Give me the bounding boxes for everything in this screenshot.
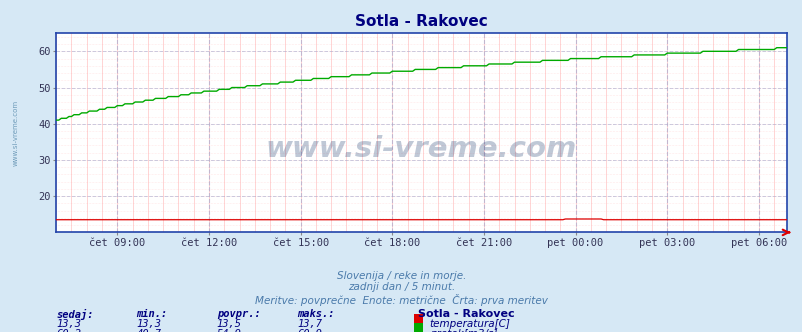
Text: Sotla - Rakovec: Sotla - Rakovec xyxy=(417,309,513,319)
Text: 13,7: 13,7 xyxy=(297,319,322,329)
Text: povpr.:: povpr.: xyxy=(217,309,260,319)
Text: 13,3: 13,3 xyxy=(136,319,161,329)
Text: maks.:: maks.: xyxy=(297,309,334,319)
Text: zadnji dan / 5 minut.: zadnji dan / 5 minut. xyxy=(347,282,455,292)
Text: temperatura[C]: temperatura[C] xyxy=(429,319,510,329)
Text: 60,9: 60,9 xyxy=(297,329,322,332)
Text: 40,7: 40,7 xyxy=(136,329,161,332)
Text: Meritve: povprečne  Enote: metrične  Črta: prva meritev: Meritve: povprečne Enote: metrične Črta:… xyxy=(255,294,547,306)
Title: Sotla - Rakovec: Sotla - Rakovec xyxy=(354,14,488,29)
Text: 54,9: 54,9 xyxy=(217,329,241,332)
Text: Slovenija / reke in morje.: Slovenija / reke in morje. xyxy=(336,271,466,281)
Text: sedaj:: sedaj: xyxy=(56,309,94,320)
Text: 13,5: 13,5 xyxy=(217,319,241,329)
Text: 13,3: 13,3 xyxy=(56,319,81,329)
Text: 60,2: 60,2 xyxy=(56,329,81,332)
Text: pretok[m3/s]: pretok[m3/s] xyxy=(429,329,496,332)
Text: www.si-vreme.com: www.si-vreme.com xyxy=(265,135,577,163)
Text: www.si-vreme.com: www.si-vreme.com xyxy=(13,100,19,166)
Text: min.:: min.: xyxy=(136,309,168,319)
